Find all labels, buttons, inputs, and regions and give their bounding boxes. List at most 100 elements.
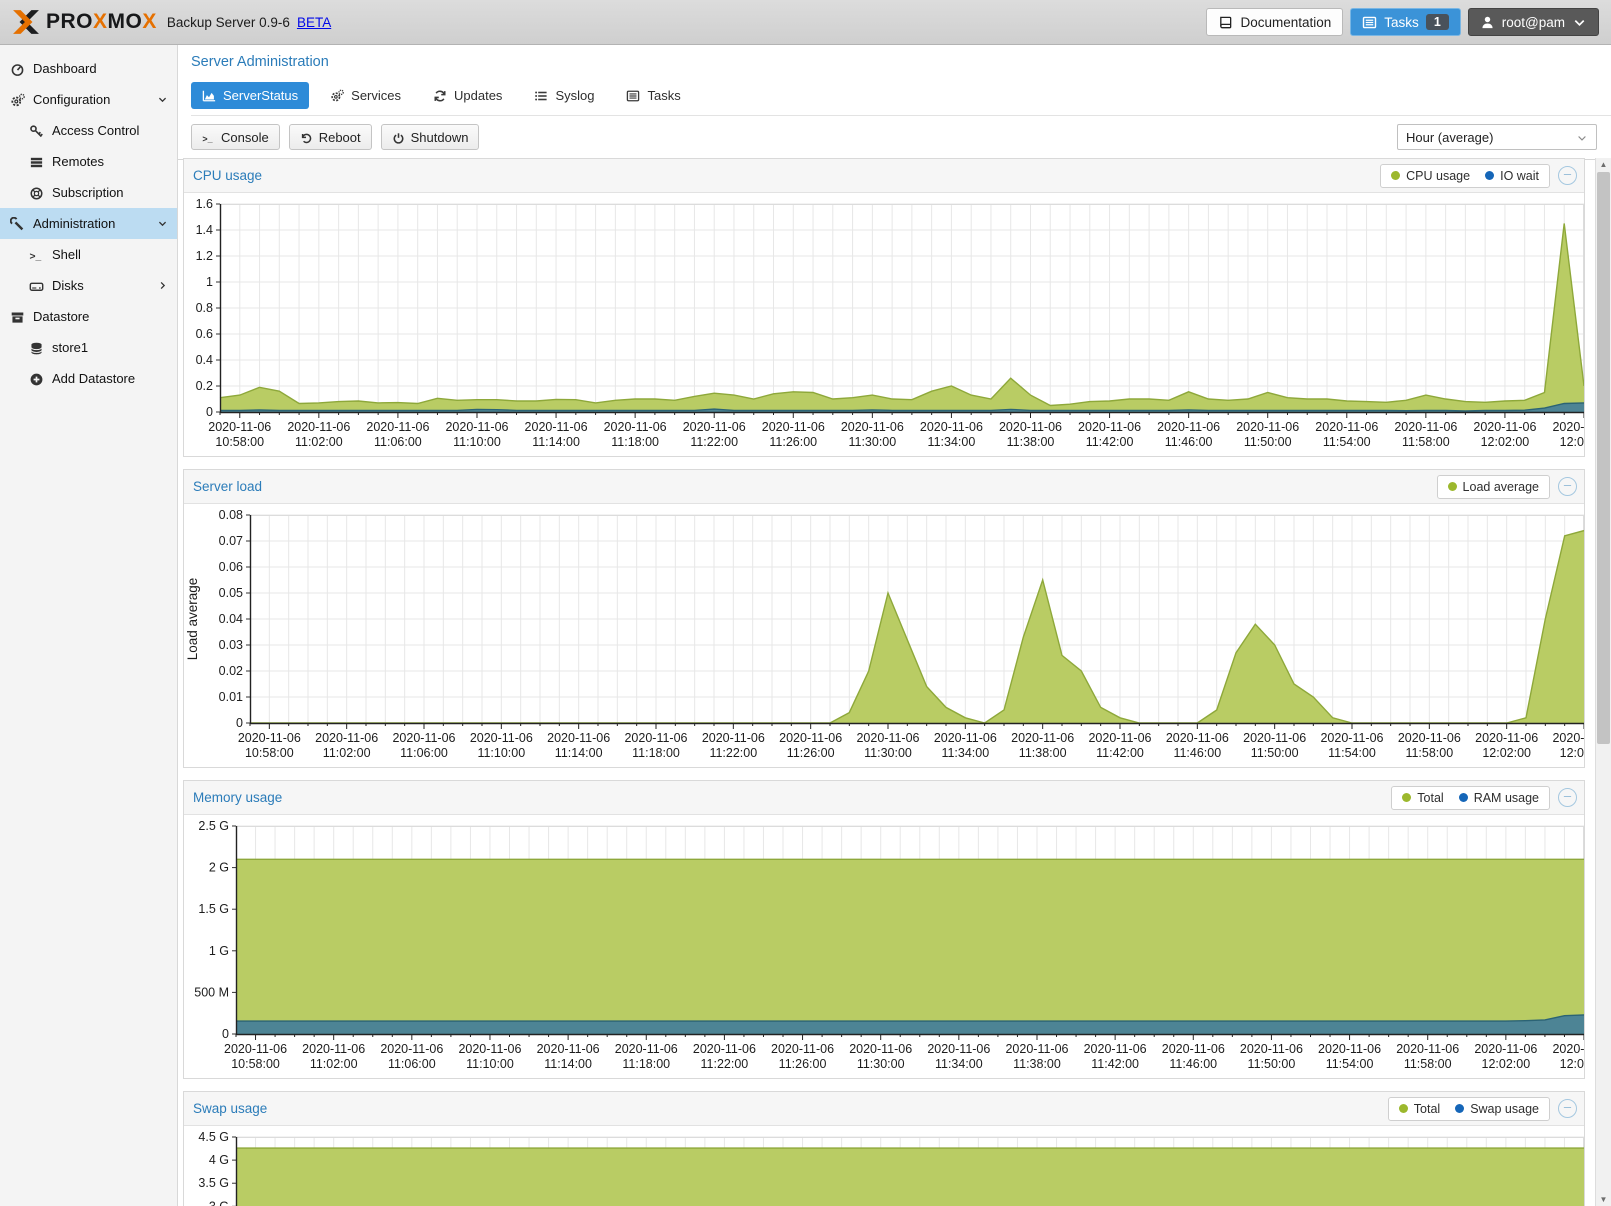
legend-item: Total (1398, 1102, 1440, 1116)
svg-text:4 G: 4 G (209, 1153, 229, 1167)
svg-text:11:18:00: 11:18:00 (622, 1057, 670, 1071)
svg-text:12:02:00: 12:02:00 (1481, 435, 1530, 449)
sidebar-item-configuration[interactable]: Configuration (0, 84, 177, 115)
user-menu-button[interactable]: root@pam (1467, 8, 1599, 36)
sidebar-item-add-datastore[interactable]: Add Datastore (0, 363, 177, 394)
sidebar-item-label: Add Datastore (52, 371, 136, 386)
scroll-down-arrow[interactable]: ▼ (1599, 1195, 1608, 1204)
gauge-icon (10, 60, 25, 76)
vertical-scrollbar[interactable]: ▲ ▼ (1595, 158, 1611, 1206)
svg-text:2020-11-06: 2020-11-06 (1473, 420, 1536, 434)
svg-text:2020-11-06: 2020-11-06 (1166, 731, 1229, 745)
chart-legend: CPU usage IO wait (1380, 163, 1550, 188)
tab-services[interactable]: Services (319, 82, 412, 109)
svg-text:11:34:00: 11:34:00 (928, 435, 976, 449)
svg-text:11:38:00: 11:38:00 (1019, 746, 1067, 760)
scrollbar-thumb[interactable] (1597, 172, 1610, 744)
svg-text:2.5 G: 2.5 G (198, 819, 229, 833)
svg-text:2020-11-06: 2020-11-06 (999, 420, 1062, 434)
timeframe-value: Hour (average) (1406, 129, 1494, 145)
legend-item: Total (1402, 791, 1444, 805)
sidebar-item-store1[interactable]: store1 (0, 332, 177, 363)
tab-label: ServerStatus (223, 88, 299, 103)
sidebar-item-disks[interactable]: Disks (0, 270, 177, 301)
svg-text:0.05: 0.05 (219, 586, 243, 600)
svg-text:2020-11-06: 2020-11-06 (693, 1042, 756, 1056)
app-version: Backup Server 0.9-6 (166, 14, 290, 30)
svg-text:11:42:00: 11:42:00 (1091, 1057, 1139, 1071)
svg-text:2020-11-06: 2020-11-06 (1552, 420, 1584, 434)
beta-link[interactable]: BETA (296, 14, 332, 30)
svg-text:11:10:00: 11:10:00 (477, 746, 525, 760)
sidebar-item-datastore[interactable]: Datastore (0, 301, 177, 332)
svg-text:2020-11-06: 2020-11-06 (920, 420, 983, 434)
reboot-button[interactable]: Reboot (288, 124, 372, 150)
sidebar-item-label: Configuration (33, 92, 111, 107)
svg-text:11:10:00: 11:10:00 (453, 435, 501, 449)
chart-legend: Load average (1436, 474, 1550, 499)
svg-text:0.08: 0.08 (219, 508, 243, 522)
legend-dot (1458, 793, 1468, 802)
tasks-button[interactable]: Tasks 1 (1350, 8, 1461, 36)
tab-updates[interactable]: Updates (422, 82, 513, 109)
sidebar-item-remotes[interactable]: Remotes (0, 146, 177, 177)
svg-text:2020-11-06: 2020-11-06 (380, 1042, 443, 1056)
svg-text:11:14:00: 11:14:00 (532, 435, 580, 449)
key-icon (29, 122, 44, 138)
collapse-panel-button[interactable]: – (1558, 788, 1577, 807)
sidebar-item-access-control[interactable]: Access Control (0, 115, 177, 146)
legend-dot (1455, 1104, 1465, 1113)
svg-text:500 M: 500 M (194, 985, 229, 999)
svg-text:2020-11-06: 2020-11-06 (779, 731, 842, 745)
svg-text:2020-11-06: 2020-11-06 (470, 731, 533, 745)
tab-syslog[interactable]: Syslog (523, 82, 605, 109)
power-icon (392, 129, 405, 144)
collapse-panel-button[interactable]: – (1558, 166, 1577, 185)
sidebar-item-administration[interactable]: Administration (0, 208, 177, 239)
sidebar-item-dashboard[interactable]: Dashboard (0, 53, 177, 84)
svg-text:2020-11-06: 2020-11-06 (1243, 731, 1306, 745)
documentation-button[interactable]: Documentation (1206, 8, 1344, 36)
svg-text:11:46:00: 11:46:00 (1173, 746, 1221, 760)
svg-text:11:26:00: 11:26:00 (779, 1057, 827, 1071)
svg-text:11:30:00: 11:30:00 (864, 746, 912, 760)
svg-text:2020-11-06: 2020-11-06 (1318, 1042, 1381, 1056)
svg-text:11:14:00: 11:14:00 (544, 1057, 592, 1071)
svg-text:2020-11-06: 2020-11-06 (445, 420, 508, 434)
sidebar-item-label: Datastore (33, 309, 90, 324)
svg-text:11:02:00: 11:02:00 (295, 435, 343, 449)
chevron-down-icon (1572, 14, 1587, 30)
svg-text:1.5 G: 1.5 G (198, 902, 229, 916)
svg-text:11:06:00: 11:06:00 (374, 435, 422, 449)
svg-text:11:02:00: 11:02:00 (310, 1057, 358, 1071)
sidebar-item-shell[interactable]: >_ Shell (0, 239, 177, 270)
svg-text:11:22:00: 11:22:00 (709, 746, 757, 760)
svg-text:11:54:00: 11:54:00 (1323, 435, 1371, 449)
chart-area-icon (202, 88, 216, 104)
console-button[interactable]: >_ Console (191, 124, 280, 150)
refresh-icon (433, 88, 447, 104)
list-icon (534, 88, 548, 104)
svg-text:0: 0 (236, 716, 243, 730)
cpu-usage-chart: 00.20.40.60.811.21.41.62020-11-0610:58:0… (196, 197, 1584, 449)
tab-serverstatus[interactable]: ServerStatus (191, 82, 310, 109)
timeframe-select[interactable]: Hour (average) (1397, 124, 1597, 150)
svg-text:11:06:00: 11:06:00 (388, 1057, 436, 1071)
tab-tasks[interactable]: Tasks (615, 82, 691, 109)
proxmox-wordmark: PROXMOX (46, 10, 157, 33)
panel-title: Server load (193, 479, 263, 494)
collapse-panel-button[interactable]: – (1558, 477, 1577, 496)
svg-text:11:34:00: 11:34:00 (941, 746, 989, 760)
shutdown-button[interactable]: Shutdown (380, 124, 480, 150)
terminal-icon: >_ (29, 246, 44, 262)
svg-text:11:50:00: 11:50:00 (1248, 1057, 1296, 1071)
legend-dot (1398, 1104, 1408, 1113)
svg-text:11:42:00: 11:42:00 (1086, 435, 1134, 449)
legend-item: RAM usage (1458, 791, 1539, 805)
sidebar-item-subscription[interactable]: Subscription (0, 177, 177, 208)
scroll-up-arrow[interactable]: ▲ (1599, 160, 1608, 169)
svg-text:2020-11-06: 2020-11-06 (927, 1042, 990, 1056)
user-label: root@pam (1501, 14, 1565, 30)
collapse-panel-button[interactable]: – (1558, 1099, 1577, 1118)
svg-text:0.2: 0.2 (196, 379, 213, 393)
